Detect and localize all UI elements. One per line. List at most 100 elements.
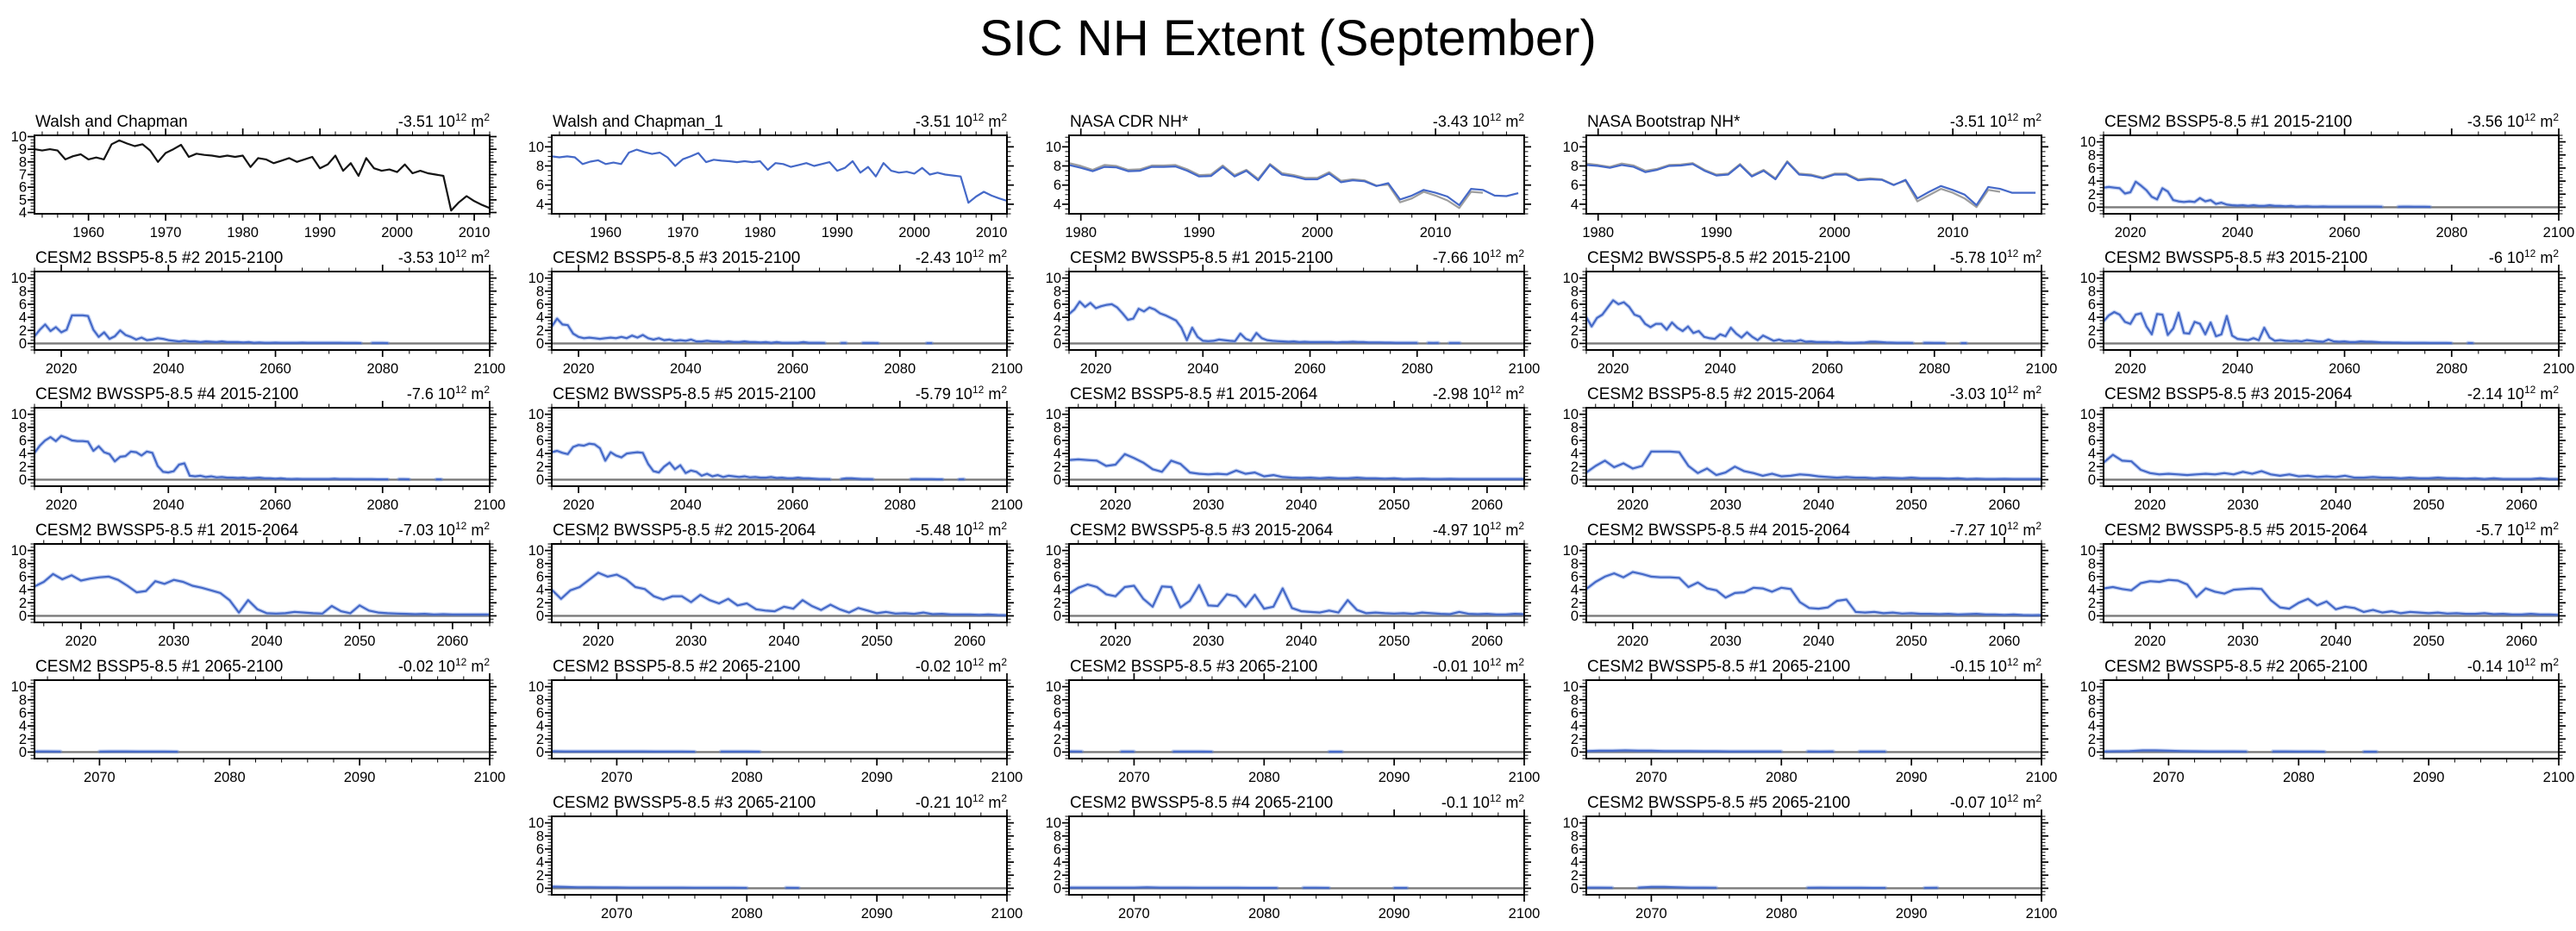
series-group	[1068, 452, 1525, 481]
y-tick-label: 6	[19, 297, 27, 312]
series-group	[34, 139, 491, 212]
x-tick-label: 1990	[304, 225, 336, 241]
axis-ticks	[28, 128, 497, 221]
y-tick-label: 6	[1571, 433, 1579, 448]
x-tick-label: 2080	[1766, 770, 1798, 785]
y-tick-label: 5	[19, 192, 27, 208]
y-tick-label: 0	[536, 336, 544, 352]
x-tick-label: 2050	[1896, 497, 1928, 513]
plot-frame	[34, 134, 491, 215]
x-tick-label: 2090	[1896, 770, 1928, 785]
y-tick-label: 2	[1054, 596, 1061, 611]
panel-trend-label: -0.01 1012 m2	[1433, 656, 1524, 675]
panel-title: CESM2 BWSSP5-8.5 #2 2015-2064	[553, 522, 816, 540]
y-tick-label: 10	[11, 543, 27, 559]
panel-trend-label: -3.03 1012 m2	[1950, 384, 2041, 403]
x-tick-label: 2020	[1080, 361, 1112, 377]
panel-title: CESM2 BSSP5-8.5 #1 2065-2100	[35, 658, 283, 676]
y-tick-label: 6	[536, 841, 544, 857]
y-tick-label: 10	[528, 407, 544, 422]
x-tick-label: 2030	[1710, 497, 1741, 513]
y-tick-label: 8	[536, 692, 544, 708]
y-tick-label: 10	[2080, 679, 2096, 695]
y-tick-label: 4	[536, 583, 544, 598]
plot-frame	[34, 679, 491, 759]
x-tick-label: 2040	[251, 634, 283, 649]
series-group	[2103, 179, 2433, 209]
y-tick-label: 8	[1571, 828, 1579, 844]
y-tick-label: 2	[1054, 323, 1061, 339]
series-line-bssp1	[1068, 453, 1524, 480]
plot-frame	[2103, 271, 2560, 351]
y-tick-label: 6	[1571, 297, 1579, 312]
y-tick-label: 4	[1571, 197, 1579, 212]
y-tick-label: 8	[19, 284, 27, 299]
x-tick-label: 2100	[2543, 225, 2575, 241]
x-tick-label: 2100	[991, 906, 1023, 922]
y-tick-label: 6	[1571, 705, 1579, 721]
x-tick-label: 1980	[1065, 225, 1097, 241]
y-tick-label: 0	[1571, 336, 1579, 352]
y-tick-label: 8	[1054, 420, 1061, 435]
y-tick-label: 4	[1571, 719, 1579, 734]
y-tick-label: 6	[19, 569, 27, 584]
panel-trend-label: -2.43 1012 m2	[916, 247, 1007, 266]
panel-title: CESM2 BWSSP5-8.5 #2 2065-2100	[2104, 658, 2367, 676]
x-tick-label: 2060	[1989, 497, 2021, 513]
y-tick-label: 10	[1046, 407, 1061, 422]
y-tick-label: 0	[19, 472, 27, 488]
x-tick-label: 2000	[1819, 225, 1851, 241]
y-tick-label: 6	[536, 705, 544, 721]
y-tick-label: 4	[2088, 447, 2096, 462]
y-tick-label: 4	[536, 197, 544, 212]
x-tick-label: 2050	[2413, 497, 2445, 513]
plot-frame	[1585, 815, 2042, 896]
series-line-bwssp5	[1586, 885, 1938, 890]
series-line-bwssp3	[2103, 310, 2473, 345]
y-tick-label: 10	[11, 271, 27, 286]
y-tick-label: 0	[1571, 609, 1579, 624]
y-tick-label: 10	[1046, 815, 1061, 831]
x-tick-label: 2080	[1766, 906, 1798, 922]
y-tick-label: 4	[1571, 583, 1579, 598]
y-tick-label: 0	[536, 881, 544, 897]
y-tick-label: 10	[1046, 140, 1061, 155]
y-tick-label: 8	[2088, 692, 2096, 708]
x-tick-label: 2040	[2320, 634, 2352, 649]
y-tick-label: 0	[2088, 609, 2096, 624]
plot-frame	[2103, 679, 2560, 759]
y-tick-label: 10	[528, 543, 544, 559]
y-tick-label: 2	[1571, 732, 1579, 747]
x-tick-label: 2090	[1379, 906, 1410, 922]
x-tick-label: 2100	[1509, 770, 1541, 785]
series-line-bwssp1	[1068, 300, 1460, 344]
x-tick-label: 2020	[2135, 634, 2166, 649]
series-line-bssp3	[2103, 453, 2559, 480]
y-tick-label: 4	[536, 447, 544, 462]
x-tick-label: 2020	[46, 497, 78, 513]
y-tick-label: 6	[1054, 178, 1061, 193]
panel-title: CESM2 BSSP5-8.5 #2 2065-2100	[553, 658, 800, 676]
y-tick-label: 8	[1054, 284, 1061, 299]
panel-title: CESM2 BWSSP5-8.5 #1 2065-2100	[1587, 658, 1850, 676]
panel-trend-label: -0.02 1012 m2	[398, 656, 490, 675]
y-tick-label: 4	[536, 855, 544, 871]
x-tick-label: 2040	[153, 497, 184, 513]
y-tick-label: 10	[1563, 140, 1579, 155]
x-tick-label: 2020	[1617, 497, 1649, 513]
y-tick-label: 6	[19, 180, 27, 196]
series-line-walsh	[551, 148, 1008, 204]
y-tick-label: 10	[528, 815, 544, 831]
y-tick-label: 0	[1054, 472, 1061, 488]
axis-ticks	[2097, 265, 2566, 357]
panel-trend-label: -5.7 1012 m2	[2476, 520, 2559, 539]
y-tick-label: 10	[1563, 679, 1579, 695]
series-group	[551, 571, 1008, 617]
series-group	[2103, 453, 2560, 481]
panel-trend-label: -0.02 1012 m2	[916, 656, 1007, 675]
y-tick-label: 2	[1571, 868, 1579, 884]
y-tick-label: 2	[1054, 868, 1061, 884]
